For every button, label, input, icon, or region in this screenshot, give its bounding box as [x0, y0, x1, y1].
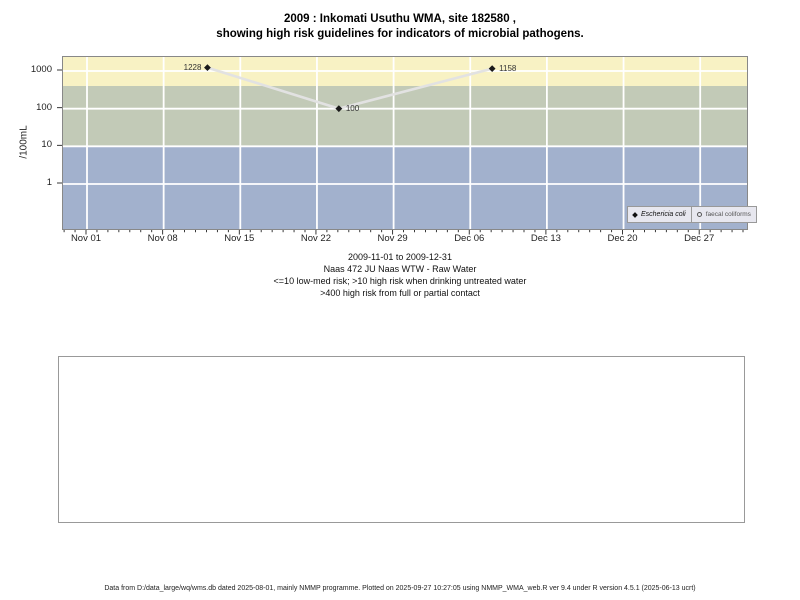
- data-point-label: 1158: [499, 64, 517, 73]
- empty-panel: [58, 356, 745, 523]
- y-axis-tick-labels: 1 10 100 1000: [0, 0, 52, 600]
- x-tick-label: Dec 20: [607, 233, 638, 244]
- y-tick-label: 10: [41, 139, 52, 151]
- caption-risk-drinking: <=10 low-med risk; >10 high risk when dr…: [273, 276, 527, 286]
- caption-site-name: Naas 472 JU Naas WTW - Raw Water: [323, 264, 477, 274]
- y-tick-label: 1000: [30, 63, 52, 75]
- y-tick-label: 1: [46, 177, 52, 188]
- legend-label: Eschericia coli: [641, 211, 686, 218]
- y-tick-label: 100: [36, 101, 52, 113]
- x-tick-label: Nov 15: [224, 233, 255, 244]
- x-axis-ticks: [63, 230, 744, 235]
- chart-title: 2009 : Inkomati Usuthu WMA, site 182580 …: [0, 12, 800, 42]
- legend-label: faecal coliforms: [705, 211, 751, 218]
- x-tick-label: Dec 27: [684, 233, 715, 244]
- x-tick-label: Dec 06: [454, 233, 485, 244]
- legend-item: Eschericia coli: [627, 206, 692, 223]
- filled-diamond-icon: [632, 211, 638, 218]
- plot-area: 1228 100 1158: [62, 56, 748, 230]
- x-tick-label: Nov 29: [377, 233, 408, 244]
- data-point: [335, 105, 343, 113]
- x-tick-label: Nov 08: [147, 233, 178, 244]
- risk-band: [63, 85, 747, 147]
- data-point: [488, 65, 496, 72]
- y-axis-ticks: [57, 69, 62, 184]
- legend-item: faecal coliforms: [690, 206, 757, 223]
- chart-title-line2: showing high risk guidelines for indicat…: [216, 28, 584, 40]
- caption-date-range: 2009-11-01 to 2009-12-31: [348, 252, 452, 262]
- x-tick-label: Nov 22: [300, 233, 331, 244]
- plot-legend: Eschericia coli faecal coliforms: [627, 206, 757, 223]
- chart-title-line1: 2009 : Inkomati Usuthu WMA, site 182580 …: [284, 13, 516, 25]
- footer-text: Data from D:/data_large/wq/wms.db dated …: [104, 585, 696, 592]
- x-tick-label: Nov 01: [70, 233, 102, 244]
- open-circle-icon: [696, 212, 702, 217]
- x-tick-label: Dec 13: [530, 233, 561, 244]
- caption-risk-contact: >400 high risk from full or partial cont…: [320, 288, 480, 298]
- chart-caption: 2009-11-01 to 2009-12-31 Naas 472 JU Naa…: [0, 251, 800, 299]
- data-point-label: 100: [346, 104, 360, 113]
- data-point-label: 1228: [184, 63, 202, 72]
